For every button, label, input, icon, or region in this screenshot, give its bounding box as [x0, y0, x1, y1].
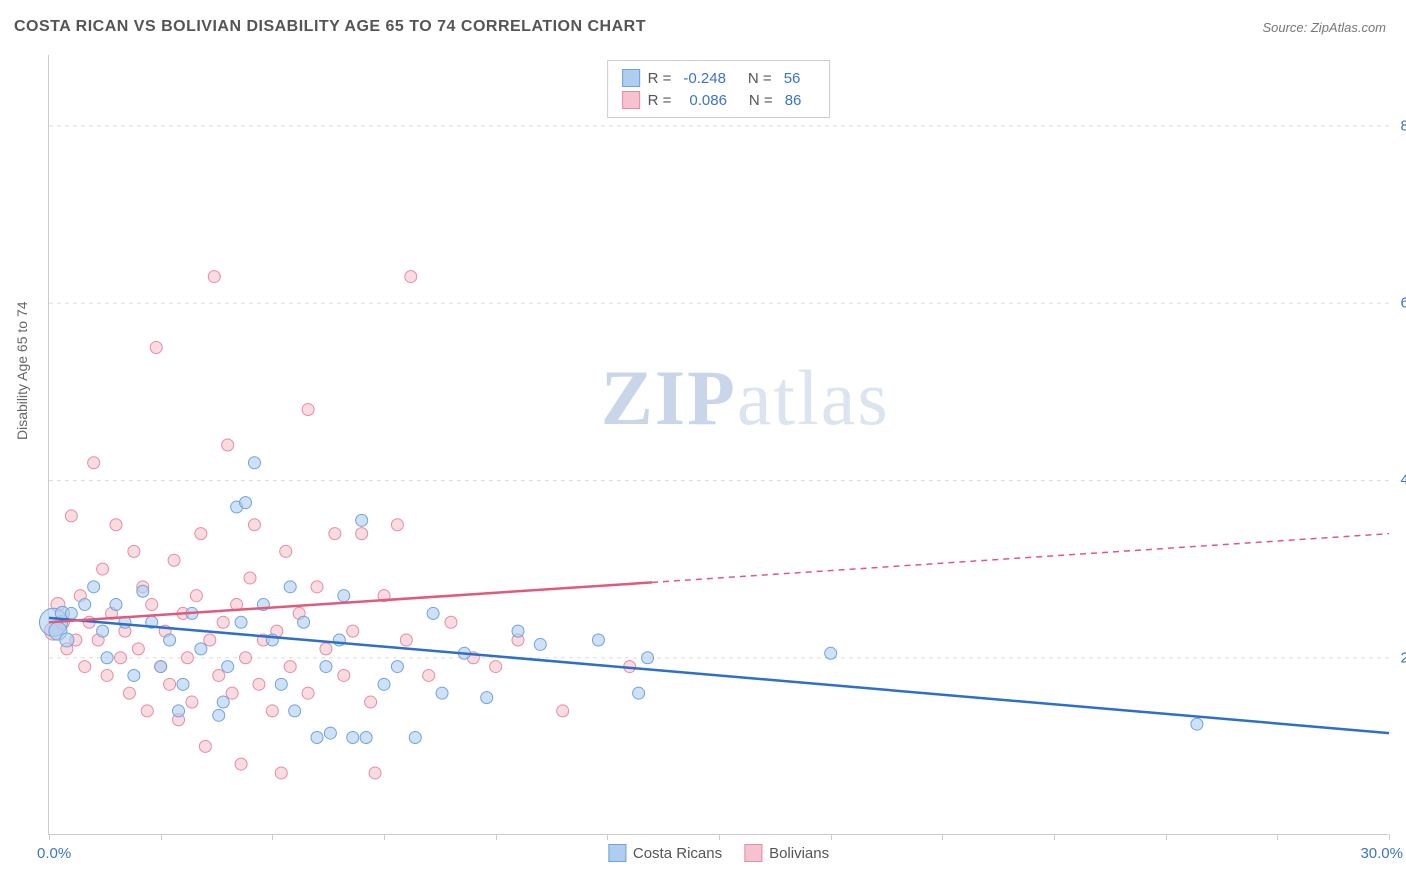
- x-axis-origin-label: 0.0%: [37, 845, 71, 862]
- legend-row-bolivians: R = 0.086 N = 86: [622, 89, 816, 111]
- x-tick: [272, 834, 273, 840]
- x-tick: [496, 834, 497, 840]
- legend-swatch-pink-icon: [744, 844, 762, 862]
- y-tick-label: 40.0%: [1400, 472, 1406, 489]
- legend-swatch-blue: [622, 69, 640, 87]
- x-tick: [942, 834, 943, 840]
- x-axis-max-label: 30.0%: [1360, 845, 1403, 862]
- source-attribution: Source: ZipAtlas.com: [1262, 20, 1386, 35]
- x-tick: [49, 834, 50, 840]
- correlation-legend: R = -0.248 N = 56 R = 0.086 N = 86: [607, 60, 831, 118]
- x-tick: [607, 834, 608, 840]
- scatter-svg: [49, 55, 1388, 834]
- x-tick: [1054, 834, 1055, 840]
- y-tick-label: 60.0%: [1400, 295, 1406, 312]
- series-legend: Costa Ricans Bolivians: [608, 844, 829, 862]
- x-tick: [161, 834, 162, 840]
- y-axis-label: Disability Age 65 to 74: [14, 301, 30, 440]
- legend-swatch-blue-icon: [608, 844, 626, 862]
- x-tick: [1166, 834, 1167, 840]
- x-tick: [719, 834, 720, 840]
- x-tick: [831, 834, 832, 840]
- legend-swatch-pink: [622, 91, 640, 109]
- y-tick-label: 20.0%: [1400, 649, 1406, 666]
- x-tick: [384, 834, 385, 840]
- legend-item-costa-ricans: Costa Ricans: [608, 844, 722, 862]
- x-tick: [1277, 834, 1278, 840]
- y-tick-label: 80.0%: [1400, 117, 1406, 134]
- chart-title: COSTA RICAN VS BOLIVIAN DISABILITY AGE 6…: [14, 18, 646, 36]
- legend-row-costa-ricans: R = -0.248 N = 56: [622, 67, 816, 89]
- chart-plot-area: ZIPatlas R = -0.248 N = 56 R = 0.086 N =…: [48, 55, 1388, 835]
- legend-item-bolivians: Bolivians: [744, 844, 829, 862]
- x-tick: [1389, 834, 1390, 840]
